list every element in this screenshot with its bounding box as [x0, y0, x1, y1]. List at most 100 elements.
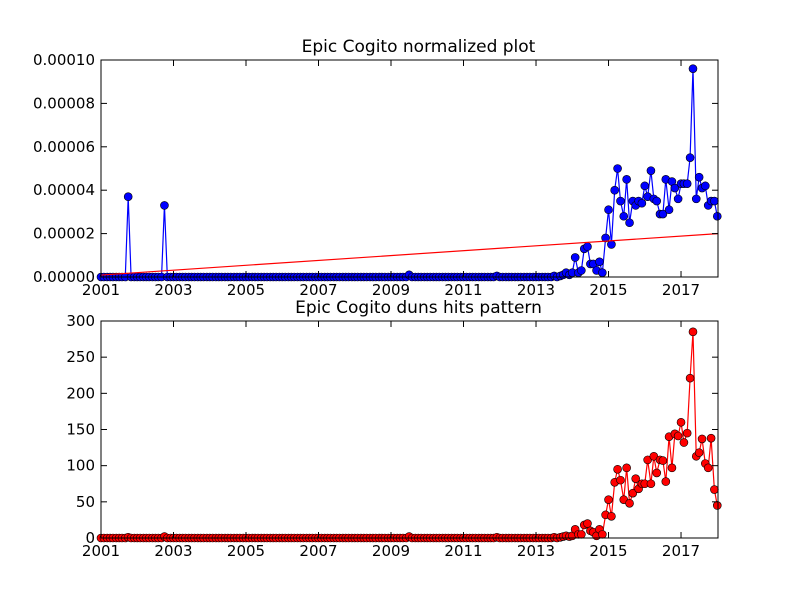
data-point [610, 185, 619, 195]
data-point [604, 495, 613, 504]
data-point [688, 64, 698, 73]
y-tick-label: 250 [66, 348, 95, 366]
x-tick-label: 2015 [589, 281, 627, 299]
y-tick-label: 0.00000 [33, 268, 95, 286]
x-tick-label: 2003 [154, 542, 192, 560]
data-point [703, 463, 713, 473]
data-point [577, 530, 586, 539]
data-point [688, 327, 698, 337]
y-tick-label: 300 [66, 312, 95, 330]
data-point [616, 196, 625, 206]
x-tick-label: 2001 [82, 281, 120, 299]
data-point [598, 530, 607, 539]
data-point [691, 194, 701, 204]
data-point [712, 501, 722, 510]
y-tick-label: 0.00010 [33, 51, 95, 69]
data-point [604, 205, 613, 215]
subplot: Epic Cogito normalized plot 0.00000 0.0000… [33, 37, 722, 299]
data-point [685, 153, 695, 162]
data-point [646, 166, 656, 175]
data-point [697, 434, 707, 444]
data-point [625, 498, 634, 508]
y-tick-label: 150 [66, 421, 95, 439]
data-point [601, 233, 610, 243]
data-point [682, 428, 692, 438]
data-point [622, 175, 631, 184]
data-point [628, 488, 638, 498]
data-point [583, 242, 592, 251]
data-point [640, 181, 650, 191]
y-tick-label: 0 [85, 529, 95, 547]
y-tick-label: 0.00008 [33, 94, 95, 112]
data-point [598, 268, 607, 277]
data-point [123, 192, 133, 202]
x-tick-label: 2017 [662, 542, 700, 560]
axes-frame [100, 59, 719, 278]
x-tick-label: 2009 [372, 281, 410, 299]
x-tick-label: 2005 [227, 281, 265, 299]
data-point [577, 266, 586, 275]
data-point [613, 464, 622, 474]
x-tick-label: 2005 [227, 542, 265, 560]
data-point [673, 194, 683, 204]
data-point [701, 181, 710, 191]
data-point [682, 179, 692, 188]
data-point [607, 511, 616, 521]
data-point [667, 463, 677, 473]
data-point [622, 463, 631, 473]
data-point [685, 373, 695, 383]
y-tick-label: 100 [66, 457, 95, 475]
x-tick-label: 2009 [372, 542, 410, 560]
x-tick-label: 2007 [299, 281, 337, 299]
data-point [673, 431, 683, 441]
data-point [646, 479, 656, 489]
data-point [658, 456, 668, 465]
data-point [652, 196, 662, 206]
data-point [570, 253, 580, 262]
data-point [694, 172, 704, 182]
subplot: Epic Cogito duns hits pattern 0 50 100 150 20… [66, 298, 722, 560]
x-tick-label: 2013 [517, 542, 555, 560]
x-tick-label: 2011 [444, 281, 482, 299]
x-tick-label: 2017 [662, 281, 700, 299]
data-point [658, 209, 668, 219]
chart-title: Epic Cogito normalized plot [302, 37, 536, 57]
x-tick-label: 2007 [299, 542, 337, 560]
y-tick-label: 50 [76, 493, 95, 511]
y-tick-label: 0.00002 [33, 225, 95, 243]
x-tick-label: 2003 [154, 281, 192, 299]
x-tick-label: 2011 [444, 542, 482, 560]
data-point [595, 257, 604, 267]
y-tick-label: 0.00004 [33, 181, 95, 199]
data-point [661, 477, 671, 486]
data-point [710, 485, 719, 494]
data-point [583, 519, 592, 528]
data-point [631, 474, 641, 483]
data-point [637, 198, 647, 208]
data-point [625, 218, 634, 228]
y-tick-label: 0.00006 [33, 138, 95, 156]
data-point [670, 183, 680, 193]
data-point [607, 240, 616, 249]
y-tick-label: 200 [66, 384, 95, 402]
data-point [619, 211, 629, 221]
data-point [712, 211, 722, 221]
data-point [160, 201, 169, 210]
data-point [706, 433, 716, 443]
data-point [652, 468, 662, 478]
data-point [694, 448, 704, 457]
x-tick-label: 2013 [517, 281, 555, 299]
chart-title: Epic Cogito duns hits pattern [295, 298, 542, 318]
data-point [613, 164, 622, 173]
x-tick-label: 2001 [82, 542, 120, 560]
data-point [676, 417, 686, 427]
data-point [679, 438, 689, 447]
data-point [664, 205, 674, 215]
x-tick-label: 2015 [589, 542, 627, 560]
data-point [616, 475, 625, 485]
data-point [710, 196, 719, 206]
series-line [101, 233, 719, 276]
